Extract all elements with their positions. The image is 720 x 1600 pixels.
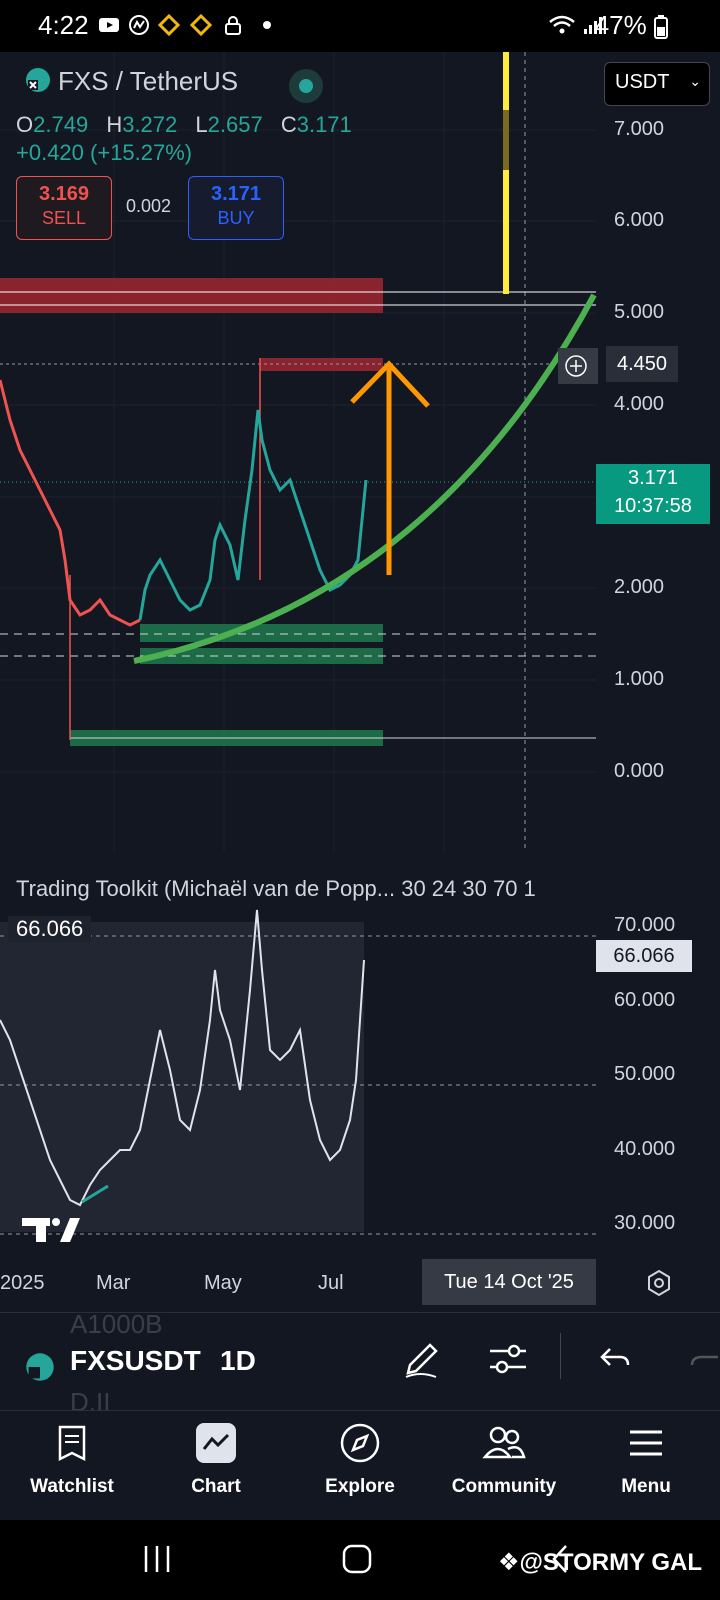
ghost-text: A1000B <box>70 1309 163 1339</box>
indicator-axis-label: 30.000 <box>614 1212 676 1234</box>
indicator-axis-label: 60.000 <box>614 989 676 1011</box>
add-alert-icon[interactable] <box>565 355 587 377</box>
watchlist-icon <box>58 1425 86 1462</box>
status-bar: 4:22 47% <box>0 0 720 52</box>
marked-price-label: 4.450 <box>606 346 678 382</box>
bottom-nav: Watchlist Chart Explore Community Menu <box>0 1410 720 1521</box>
symbol-title[interactable]: FXS / TetherUS <box>58 66 239 96</box>
price-axis-label: 1.000 <box>614 668 665 690</box>
support-zone-2 <box>140 648 383 664</box>
tradingview-logo <box>22 1218 80 1242</box>
market-status-icon[interactable] <box>288 68 324 104</box>
indicator-value: 66.066 <box>8 916 92 942</box>
battery-icon <box>654 15 668 40</box>
youtube-icon <box>99 18 119 32</box>
indicator-current-badge: 66.066 <box>596 940 692 972</box>
pencil-icon[interactable] <box>400 1337 444 1381</box>
lock-icon <box>225 16 241 35</box>
spread: 0.002 <box>126 196 172 216</box>
chart-icon <box>196 1423 236 1463</box>
currency-select[interactable]: USDT ⌄ <box>604 62 710 106</box>
price-chart[interactable] <box>0 52 720 852</box>
compass-icon <box>340 1423 380 1463</box>
current-price-label: 3.171 10:37:58 <box>596 464 710 524</box>
chart-settings-icon[interactable] <box>644 1268 674 1298</box>
app-icon <box>129 15 149 35</box>
indicator-chart[interactable] <box>0 852 720 1272</box>
date-axis-label: May <box>204 1272 242 1294</box>
nav-chart[interactable]: Chart <box>146 1423 286 1498</box>
support-zone-1 <box>140 624 383 642</box>
recent-apps-icon[interactable] <box>140 1542 174 1576</box>
price-change: +0.420 (+15.27%) <box>16 140 193 165</box>
system-nav-bar: ❖@STORMY GAL <box>0 1520 720 1600</box>
indicator-title[interactable]: Trading Toolkit (Michaël van de Popp... … <box>16 876 536 901</box>
home-icon[interactable] <box>340 1542 374 1576</box>
date-axis-label: Mar <box>96 1272 131 1294</box>
redo-icon[interactable] <box>688 1341 720 1375</box>
nav-watchlist[interactable]: Watchlist <box>2 1423 142 1498</box>
price-axis-label: 5.000 <box>614 301 665 323</box>
nav-menu[interactable]: Menu <box>576 1423 716 1498</box>
price-axis-label: 0.000 <box>614 760 665 782</box>
binance-icon <box>158 14 180 36</box>
price-axis-label: 6.000 <box>614 209 665 231</box>
date-axis-label: 2025 <box>0 1272 45 1294</box>
price-axis-label: 7.000 <box>614 118 665 140</box>
wifi-icon <box>549 15 575 34</box>
signal-icon <box>584 17 602 34</box>
battery-level: 47% <box>595 10 668 41</box>
diamond-icon: ❖ <box>497 1549 520 1576</box>
status-time: 4:22 <box>38 10 89 40</box>
divider <box>560 1333 561 1379</box>
target-zone <box>260 358 383 371</box>
price-axis-label: 2.000 <box>614 576 665 598</box>
interval-button[interactable]: 1D <box>220 1345 256 1376</box>
back-icon[interactable] <box>548 1542 572 1576</box>
buy-button[interactable]: 3.171 BUY <box>188 176 284 240</box>
indicator-axis-label: 50.000 <box>614 1063 676 1085</box>
price-axis-label: 4.000 <box>614 393 665 415</box>
indicator-line <box>0 909 365 1207</box>
fxs-logo-icon <box>26 1353 54 1381</box>
crosshair-date: Tue 14 Oct '25 <box>422 1259 596 1305</box>
nav-explore[interactable]: Explore <box>290 1423 430 1498</box>
binance-icon-2 <box>190 14 212 36</box>
chart-toolbar: A1000B D.II FXSUSDT 1D <box>0 1309 720 1417</box>
fxs-logo-icon <box>26 68 50 92</box>
symbol-button[interactable]: FXSUSDT <box>70 1345 201 1376</box>
chevron-down-icon: ⌄ <box>689 73 701 89</box>
ohlc-values: O2.749 H3.272 L2.657 C3.171 <box>16 112 352 137</box>
hamburger-icon <box>630 1430 662 1456</box>
watermark: ❖@STORMY GAL <box>497 1549 702 1576</box>
indicator-axis-label: 40.000 <box>614 1138 676 1160</box>
undo-icon[interactable] <box>598 1341 632 1375</box>
dot-icon <box>263 21 271 29</box>
growth-curve <box>133 293 597 664</box>
nav-community[interactable]: Community <box>434 1423 574 1498</box>
date-axis-label: Jul <box>318 1272 344 1294</box>
price-candles <box>0 379 141 627</box>
community-icon <box>482 1426 526 1459</box>
sell-button[interactable]: 3.169 SELL <box>16 176 112 240</box>
resistance-zone <box>0 278 383 313</box>
indicators-icon[interactable] <box>486 1339 530 1379</box>
indicator-axis-label: 70.000 <box>614 914 676 936</box>
